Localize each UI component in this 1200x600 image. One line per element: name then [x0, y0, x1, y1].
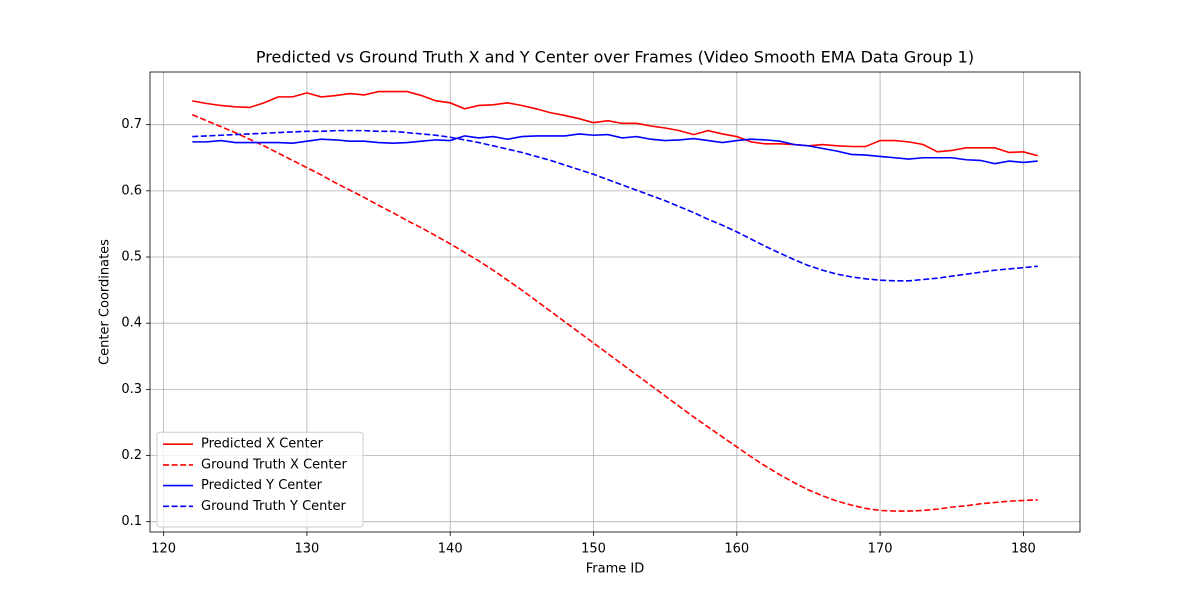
y-tick-label: 0.1 [121, 514, 142, 529]
y-tick-label: 0.5 [121, 250, 142, 265]
x-axis-label: Frame ID [586, 562, 644, 577]
x-tick-label: 160 [724, 542, 749, 557]
x-tick-label: 180 [1011, 542, 1036, 557]
y-axis-label: Center Coordinates [98, 239, 113, 365]
legend-label: Ground Truth X Center [201, 457, 347, 472]
legend-label: Ground Truth Y Center [201, 499, 347, 514]
x-tick-label: 140 [438, 542, 463, 557]
y-tick-label: 0.3 [121, 382, 142, 397]
x-tick-label: 130 [294, 542, 319, 557]
lines-layer [191, 90, 1038, 512]
y-tick-label: 0.2 [121, 448, 142, 463]
data-line [192, 90, 1038, 157]
x-tick-label: 170 [868, 542, 893, 557]
legend-label: Predicted X Center [201, 437, 324, 452]
data-line [192, 133, 1038, 165]
x-tick-label: 150 [581, 542, 606, 557]
y-tick-label: 0.7 [121, 117, 142, 132]
legend: Predicted X Center Ground Truth X Center P… [156, 431, 364, 528]
data-line [191, 114, 1038, 512]
x-tick-label: 120 [151, 542, 176, 557]
plot-frame [149, 71, 1081, 533]
y-tick-label: 0.4 [121, 316, 142, 331]
chart-title: Predicted vs Ground Truth X and Y Center… [256, 48, 974, 67]
legend-label: Predicted Y Center [201, 478, 323, 493]
data-line [192, 129, 1038, 282]
y-tick-label: 0.6 [121, 183, 142, 198]
legend-box [156, 431, 364, 528]
